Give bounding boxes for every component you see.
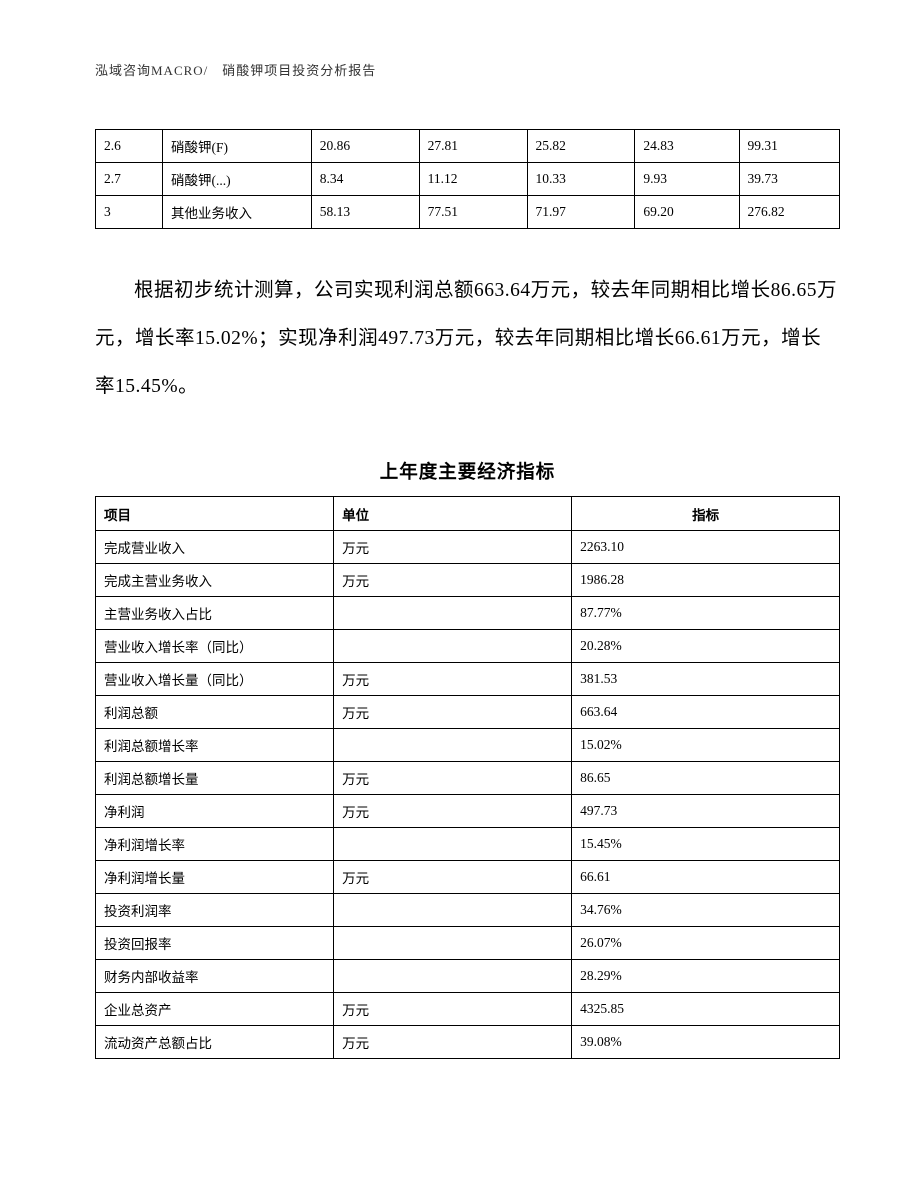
page-header: 泓域咨询MACRO/ 硝酸钾项目投资分析报告 (95, 60, 840, 79)
cell: 万元 (334, 795, 572, 828)
table-header-row: 项目 单位 指标 (96, 497, 840, 531)
table-row: 完成主营业务收入万元1986.28 (96, 564, 840, 597)
cell: 净利润增长量 (96, 861, 334, 894)
cell: 77.51 (419, 196, 527, 229)
cell: 71.97 (527, 196, 635, 229)
cell: 营业收入增长率（同比） (96, 630, 334, 663)
table-row: 企业总资产万元4325.85 (96, 993, 840, 1026)
cell: 15.45% (572, 828, 840, 861)
cell: 万元 (334, 1026, 572, 1059)
table2-body: 完成营业收入万元2263.10 完成主营业务收入万元1986.28 主营业务收入… (96, 531, 840, 1059)
cell: 497.73 (572, 795, 840, 828)
table-row: 净利润增长量万元66.61 (96, 861, 840, 894)
table-row: 净利润万元497.73 (96, 795, 840, 828)
table1-body: 2.6 硝酸钾(F) 20.86 27.81 25.82 24.83 99.31… (96, 130, 840, 229)
cell (334, 927, 572, 960)
cell (334, 828, 572, 861)
table-row: 净利润增长率 15.45% (96, 828, 840, 861)
cell: 15.02% (572, 729, 840, 762)
cell: 20.86 (311, 130, 419, 163)
cell (334, 630, 572, 663)
cell: 663.64 (572, 696, 840, 729)
cell: 硝酸钾(...) (162, 163, 311, 196)
cell: 86.65 (572, 762, 840, 795)
cell: 流动资产总额占比 (96, 1026, 334, 1059)
cell: 万元 (334, 762, 572, 795)
cell: 87.77% (572, 597, 840, 630)
body-paragraph: 根据初步统计测算，公司实现利润总额663.64万元，较去年同期相比增长86.65… (95, 267, 840, 410)
header-item: 项目 (96, 497, 334, 531)
table-row: 2.7 硝酸钾(...) 8.34 11.12 10.33 9.93 39.73 (96, 163, 840, 196)
table-row: 投资利润率 34.76% (96, 894, 840, 927)
table-row: 流动资产总额占比万元39.08% (96, 1026, 840, 1059)
indicators-table: 项目 单位 指标 完成营业收入万元2263.10 完成主营业务收入万元1986.… (95, 496, 840, 1059)
cell: 66.61 (572, 861, 840, 894)
cell: 利润总额 (96, 696, 334, 729)
header-unit: 单位 (334, 497, 572, 531)
table-row: 利润总额增长量万元86.65 (96, 762, 840, 795)
cell: 净利润 (96, 795, 334, 828)
cell: 39.73 (739, 163, 839, 196)
cell: 利润总额增长量 (96, 762, 334, 795)
cell: 34.76% (572, 894, 840, 927)
cell: 276.82 (739, 196, 839, 229)
table-row: 营业收入增长量（同比）万元381.53 (96, 663, 840, 696)
cell: 27.81 (419, 130, 527, 163)
cell: 1986.28 (572, 564, 840, 597)
table2-title: 上年度主要经济指标 (95, 458, 840, 484)
revenue-subtable: 2.6 硝酸钾(F) 20.86 27.81 25.82 24.83 99.31… (95, 129, 840, 229)
cell: 39.08% (572, 1026, 840, 1059)
cell: 58.13 (311, 196, 419, 229)
cell: 69.20 (635, 196, 739, 229)
cell: 3 (96, 196, 163, 229)
table-row: 3 其他业务收入 58.13 77.51 71.97 69.20 276.82 (96, 196, 840, 229)
cell: 财务内部收益率 (96, 960, 334, 993)
cell: 28.29% (572, 960, 840, 993)
table-row: 完成营业收入万元2263.10 (96, 531, 840, 564)
table-row: 主营业务收入占比 87.77% (96, 597, 840, 630)
cell: 11.12 (419, 163, 527, 196)
cell: 26.07% (572, 927, 840, 960)
cell: 万元 (334, 696, 572, 729)
cell: 营业收入增长量（同比） (96, 663, 334, 696)
cell: 24.83 (635, 130, 739, 163)
cell: 2.6 (96, 130, 163, 163)
cell: 25.82 (527, 130, 635, 163)
cell: 投资利润率 (96, 894, 334, 927)
cell: 8.34 (311, 163, 419, 196)
cell: 10.33 (527, 163, 635, 196)
cell: 其他业务收入 (162, 196, 311, 229)
cell: 完成营业收入 (96, 531, 334, 564)
table-row: 2.6 硝酸钾(F) 20.86 27.81 25.82 24.83 99.31 (96, 130, 840, 163)
cell: 万元 (334, 531, 572, 564)
cell: 企业总资产 (96, 993, 334, 1026)
table-row: 利润总额万元663.64 (96, 696, 840, 729)
table-row: 利润总额增长率 15.02% (96, 729, 840, 762)
cell: 万元 (334, 663, 572, 696)
cell: 万元 (334, 993, 572, 1026)
cell: 9.93 (635, 163, 739, 196)
cell: 主营业务收入占比 (96, 597, 334, 630)
cell: 2263.10 (572, 531, 840, 564)
cell: 完成主营业务收入 (96, 564, 334, 597)
cell: 硝酸钾(F) (162, 130, 311, 163)
table-row: 财务内部收益率 28.29% (96, 960, 840, 993)
cell: 利润总额增长率 (96, 729, 334, 762)
cell: 4325.85 (572, 993, 840, 1026)
cell (334, 729, 572, 762)
cell (334, 960, 572, 993)
cell: 投资回报率 (96, 927, 334, 960)
table-row: 营业收入增长率（同比） 20.28% (96, 630, 840, 663)
header-value: 指标 (572, 497, 840, 531)
cell: 万元 (334, 861, 572, 894)
cell: 381.53 (572, 663, 840, 696)
cell: 99.31 (739, 130, 839, 163)
cell (334, 894, 572, 927)
cell (334, 597, 572, 630)
cell: 2.7 (96, 163, 163, 196)
cell: 万元 (334, 564, 572, 597)
table-row: 投资回报率 26.07% (96, 927, 840, 960)
cell: 净利润增长率 (96, 828, 334, 861)
cell: 20.28% (572, 630, 840, 663)
